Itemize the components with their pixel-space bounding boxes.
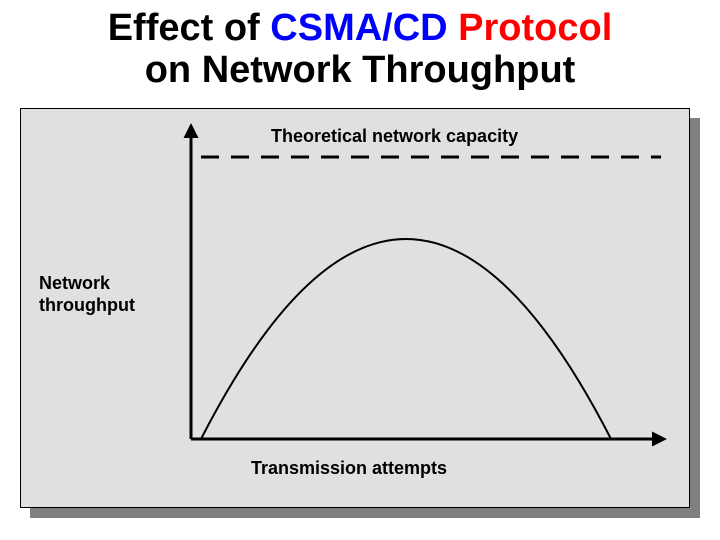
chart-svg: Theoretical network capacity Networkthrou…	[21, 109, 691, 509]
chart-container: Theoretical network capacity Networkthrou…	[20, 108, 700, 518]
y-axis-label-1: Network	[39, 273, 111, 293]
title-word: of	[224, 7, 260, 49]
title-word: on	[145, 49, 191, 91]
capacity-label: Theoretical network capacity	[271, 126, 518, 146]
title-word: Network	[202, 49, 352, 91]
x-axis-label: Transmission attempts	[251, 458, 447, 478]
title-word: Effect	[108, 7, 214, 49]
title-word: Throughput	[362, 49, 575, 91]
slide-title: Effect of CSMA/CD Protocol on Network Th…	[0, 0, 720, 92]
throughput-curve	[201, 239, 611, 439]
y-axis-label-2: throughput	[39, 295, 135, 315]
title-word: Protocol	[458, 7, 612, 49]
title-word: CSMA/CD	[270, 7, 447, 49]
chart-panel: Theoretical network capacity Networkthrou…	[20, 108, 690, 508]
